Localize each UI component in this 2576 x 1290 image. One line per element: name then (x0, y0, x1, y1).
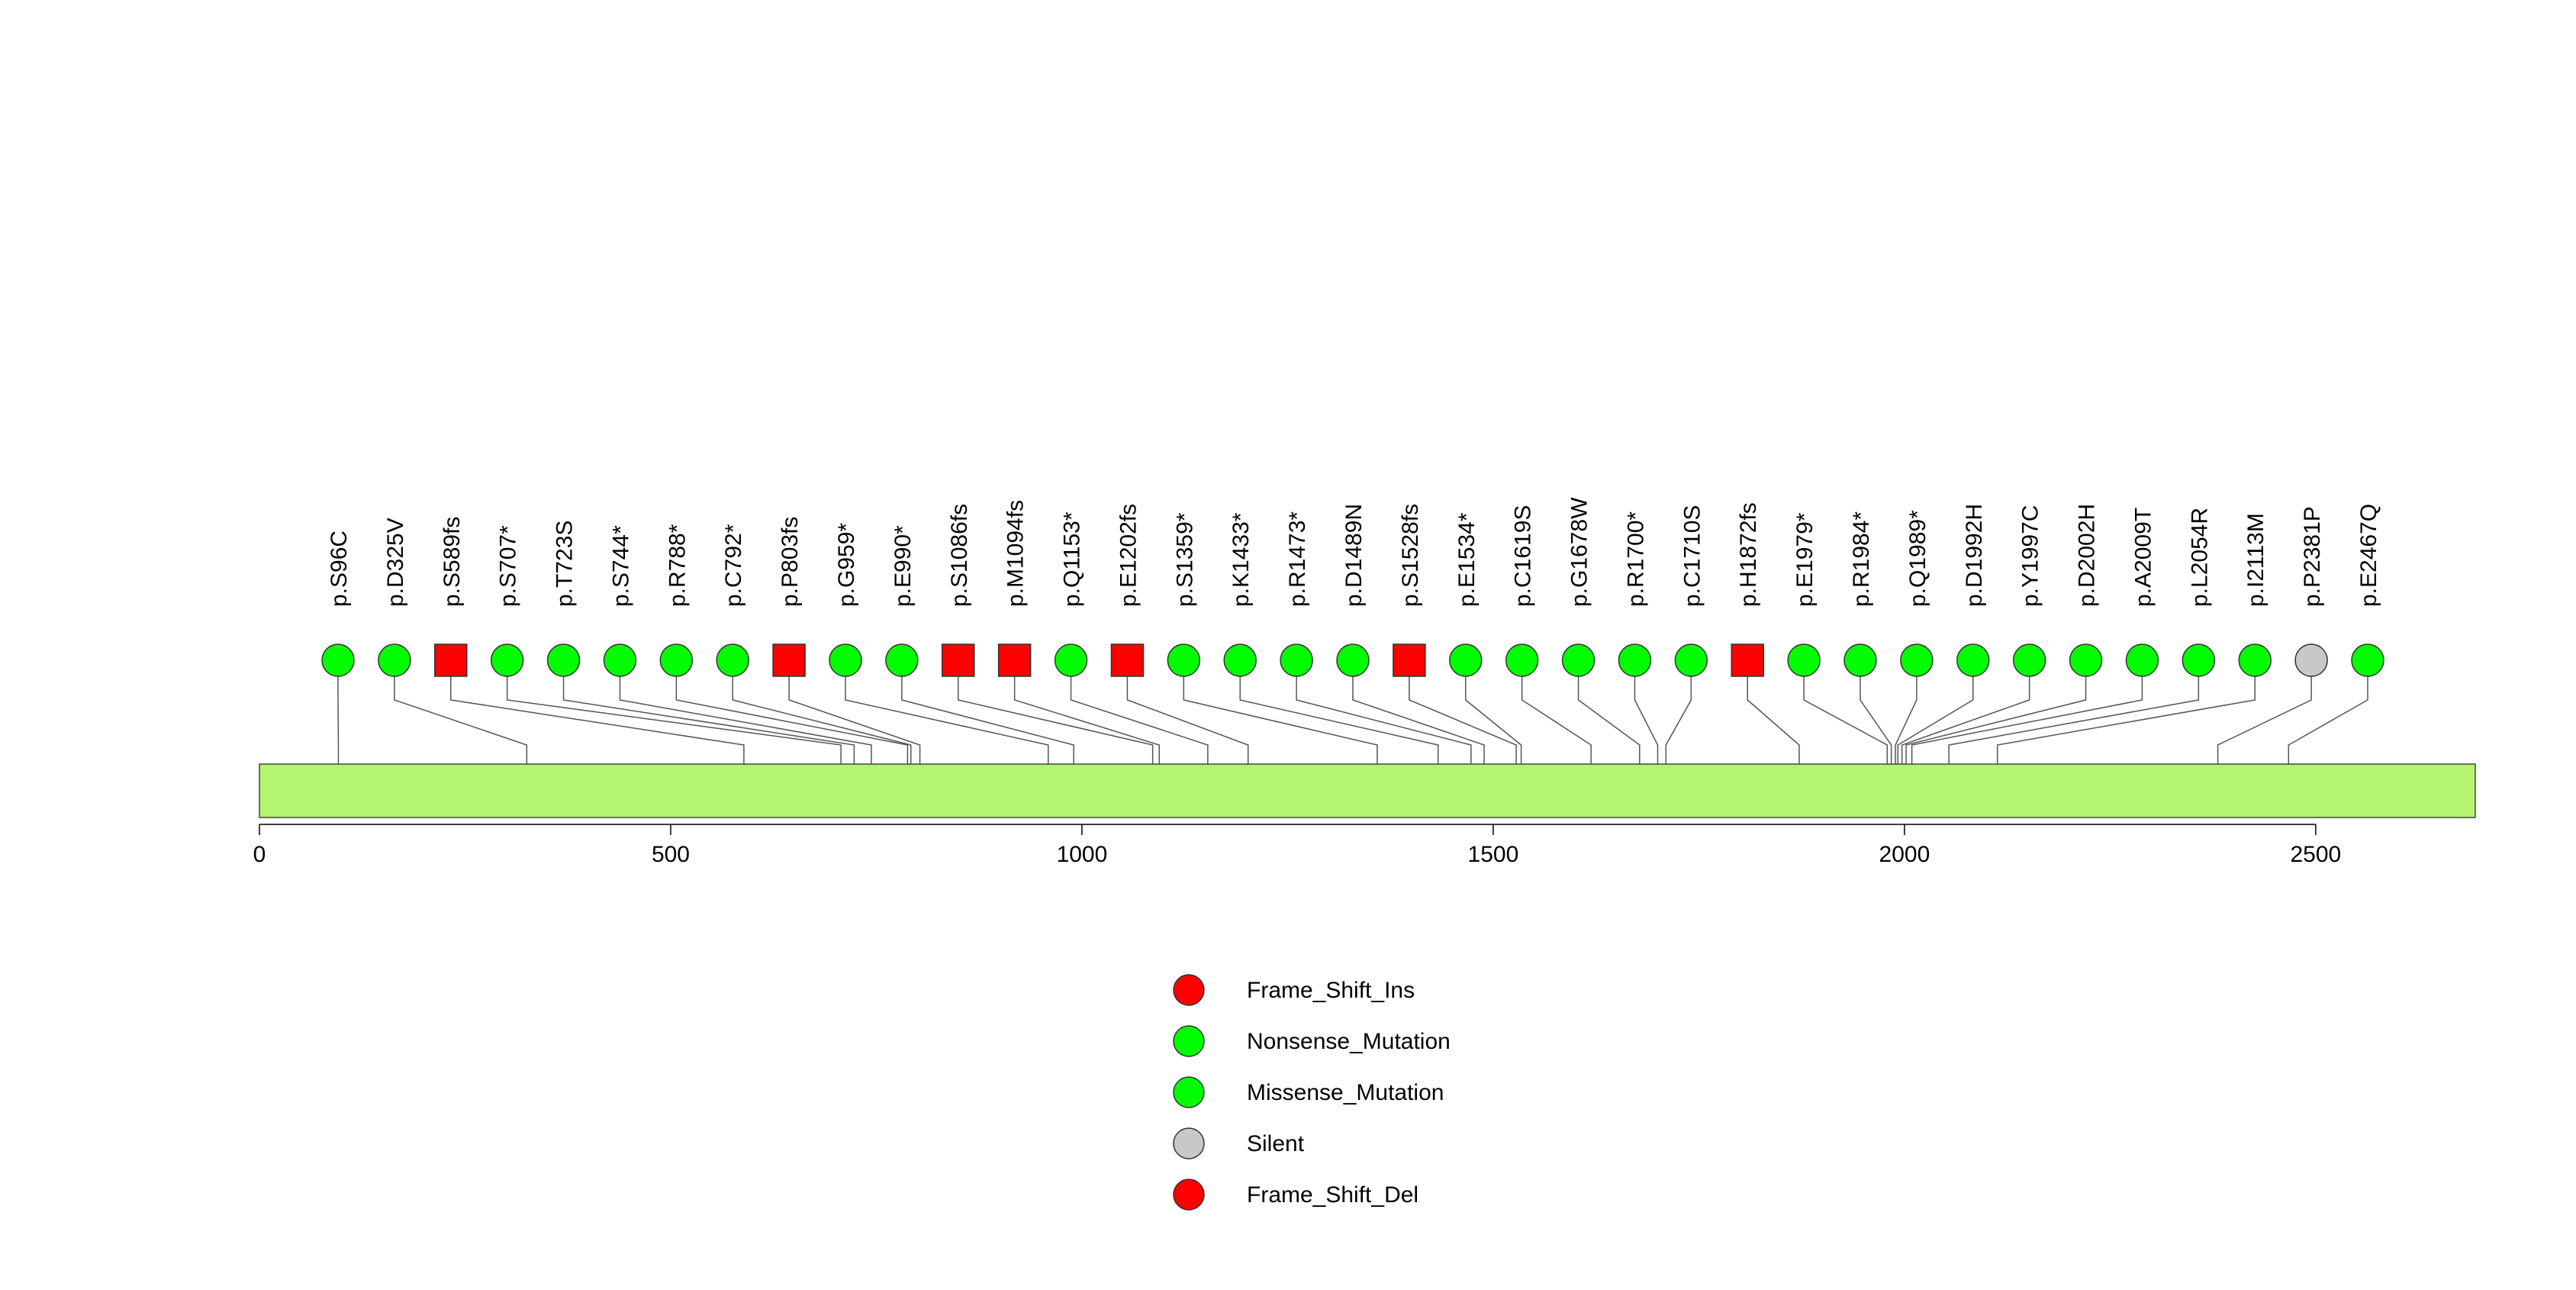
legend-label: Nonsense_Mutation (1247, 1029, 1451, 1054)
mutation-marker (1787, 643, 1821, 677)
frameshift-marker (942, 643, 975, 677)
mutation-label: p.P2381P (2300, 506, 2325, 607)
legend-swatch (1173, 1179, 1205, 1211)
mutation-labels: p.S96C p.D325V p.S589fs p.S707* p.T723S p.S74… (327, 497, 2381, 607)
mutation-marker (1167, 643, 1201, 677)
legend-swatch (1173, 1076, 1205, 1108)
mutation-label: p.M1094fs (1003, 500, 1029, 607)
mutation-label: p.Q1153* (1060, 511, 1085, 607)
x-tick-label: 1000 (1057, 842, 1108, 867)
mutation-label: p.S96C (327, 531, 352, 607)
mutation-label: p.G959* (834, 523, 859, 607)
mutation-label: p.C1619S (1511, 505, 1536, 607)
mutation-marker (1054, 643, 1088, 677)
mutation-marker (490, 643, 524, 677)
legend-label: Frame_Shift_Ins (1247, 978, 1415, 1003)
mutation-label: p.E2467Q (2356, 504, 2381, 607)
mutation-marker (1336, 643, 1370, 677)
mutation-marker (1843, 643, 1877, 677)
frameshift-marker (772, 643, 806, 677)
mutation-label: p.S707* (496, 525, 521, 607)
mutation-marker (1223, 643, 1257, 677)
mutation-label: p.E1979* (1792, 512, 1818, 607)
mutation-label: p.D325V (383, 518, 408, 607)
mutation-label: p.P803fs (778, 517, 803, 607)
mutation-marker (1449, 643, 1483, 677)
legend-label: Silent (1247, 1131, 1305, 1156)
mutation-marker (1280, 643, 1313, 677)
mutation-markers (321, 643, 2384, 677)
legend-label: Frame_Shift_Del (1247, 1182, 1418, 1208)
mutation-marker (716, 643, 749, 677)
mutation-label: p.G1678W (1567, 497, 1592, 607)
mutation-marker (2012, 643, 2046, 677)
legend-swatch (1173, 974, 1205, 1006)
legend-swatch (1173, 1025, 1205, 1057)
mutation-label: p.E1202fs (1116, 504, 1141, 607)
mutation-label: p.D2002H (2075, 504, 2100, 607)
x-tick-label: 2500 (2291, 842, 2342, 867)
mutation-marker (2238, 643, 2272, 677)
mutation-label: p.Q1989* (1905, 510, 1930, 607)
mutation-marker (1618, 643, 1652, 677)
mutation-marker (378, 643, 411, 677)
legend: Frame_Shift_Ins Nonsense_Mutation Missense… (1173, 974, 1451, 1211)
mutation-marker (659, 643, 694, 677)
mutation-marker (1674, 643, 1708, 677)
mutation-label: p.I2113M (2243, 513, 2268, 607)
mutation-label: p.E990* (890, 525, 916, 607)
frameshift-marker (997, 643, 1032, 677)
frameshift-marker (434, 643, 468, 677)
mutation-label: p.R1473* (1285, 511, 1310, 607)
x-tick-label: 0 (253, 842, 266, 867)
mutation-marker (2125, 643, 2159, 677)
frameshift-marker (1393, 643, 1426, 677)
mutation-label: p.H1872fs (1736, 502, 1761, 607)
mutation-marker (603, 643, 637, 677)
mutation-marker (546, 643, 581, 677)
x-tick-label: 500 (652, 842, 690, 867)
mutation-marker (2351, 643, 2384, 677)
mutation-label: p.S589fs (440, 517, 465, 607)
mutation-label: p.R1984* (1849, 511, 1874, 607)
mutation-label: p.S1359* (1172, 512, 1197, 607)
legend-swatch (1173, 1127, 1205, 1159)
mutation-label: p.T723S (552, 521, 578, 607)
mutation-marker (1900, 643, 1934, 677)
legend-label: Missense_Mutation (1247, 1080, 1444, 1105)
mutation-label: p.R788* (665, 524, 690, 607)
protein-domain-bar (259, 763, 2476, 818)
mutation-label: p.A2009T (2130, 508, 2156, 607)
mutation-marker (829, 643, 862, 677)
x-axis: 0 500 1000 1500 2000 2500 (253, 824, 2342, 867)
mutation-marker (2069, 643, 2103, 677)
mutation-label: p.D1992H (1962, 504, 1987, 607)
mutation-label: p.C1710S (1679, 505, 1705, 607)
mutation-label: p.L2054R (2187, 508, 2212, 607)
mutation-label: p.Y1997C (2018, 505, 2043, 607)
frameshift-marker (1731, 643, 1764, 677)
mutation-label: p.S1086fs (947, 504, 972, 607)
mutation-label: p.E1534* (1454, 512, 1480, 607)
mutation-label: p.D1489N (1341, 504, 1367, 607)
mutation-marker (1505, 643, 1539, 677)
frameshift-marker (1110, 643, 1145, 677)
mutation-marker (1956, 643, 1990, 677)
x-tick-label: 1500 (1468, 842, 1519, 867)
mutation-label: p.S744* (608, 525, 633, 607)
mutation-label: p.C792* (721, 524, 746, 607)
x-tick-label: 2000 (1879, 842, 1930, 867)
mutation-label: p.S1528fs (1398, 504, 1423, 607)
mutation-label: p.R1700* (1623, 511, 1648, 607)
mutation-label: p.K1433* (1228, 512, 1254, 607)
mutation-marker (2294, 643, 2328, 677)
mutation-marker (885, 643, 919, 677)
mutation-marker (2182, 643, 2216, 677)
mutation-marker (321, 643, 355, 677)
mutation-marker (1561, 643, 1596, 677)
